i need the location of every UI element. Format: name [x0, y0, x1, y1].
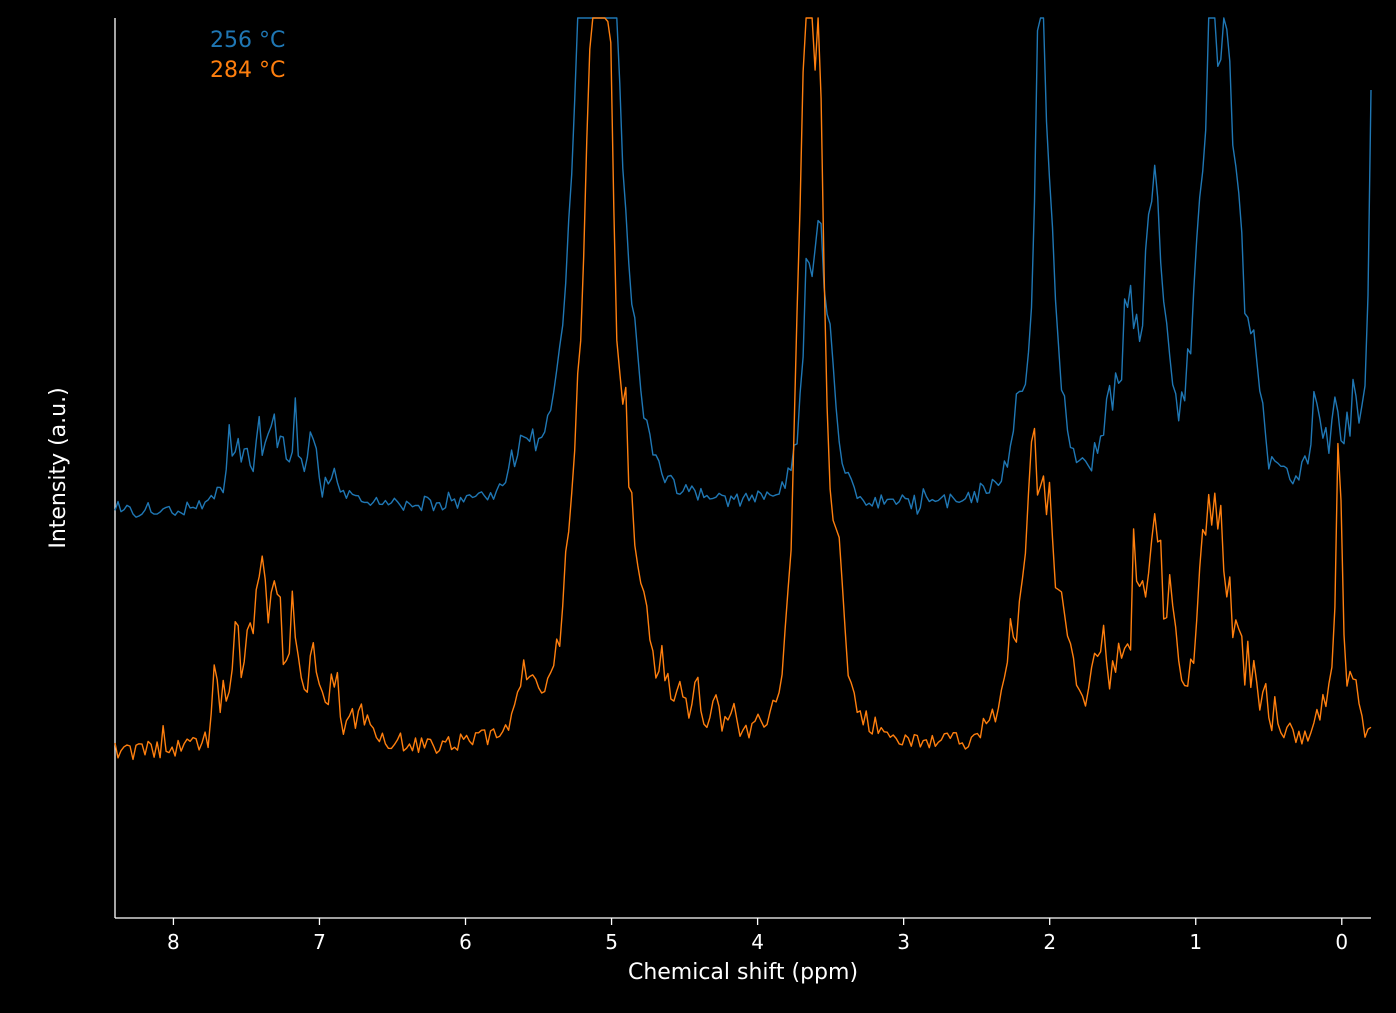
axes-layer — [115, 18, 1371, 925]
xtick-label: 2 — [1043, 930, 1056, 954]
y-axis-title: Intensity (a.u.) — [46, 387, 71, 548]
nmr-spectrum-chart: 8 7 6 5 4 3 2 1 0 Chemical shift (ppm) Intensity (… — [0, 0, 1396, 1013]
xtick-label: 6 — [459, 930, 472, 954]
xtick-label: 4 — [751, 930, 764, 954]
xtick-label: 8 — [167, 930, 180, 954]
x-axis-title: Chemical shift (ppm) — [628, 960, 858, 985]
series-layer — [115, 18, 1371, 759]
legend-item: 284 °C — [210, 58, 285, 83]
legend-item: 256 °C — [210, 28, 285, 53]
xtick-label: 0 — [1335, 930, 1348, 954]
xtick-label: 7 — [313, 930, 326, 954]
xtick-label: 1 — [1189, 930, 1202, 954]
xtick-label: 3 — [897, 930, 910, 954]
series-line — [115, 18, 1371, 759]
xtick-label: 5 — [605, 930, 618, 954]
plot-svg: 8 7 6 5 4 3 2 1 0 Chemical shift (ppm) Intensity (… — [0, 0, 1396, 1013]
labels-layer: 8 7 6 5 4 3 2 1 0 Chemical shift (ppm) Intensity (… — [46, 387, 1348, 985]
series-line — [115, 18, 1371, 517]
